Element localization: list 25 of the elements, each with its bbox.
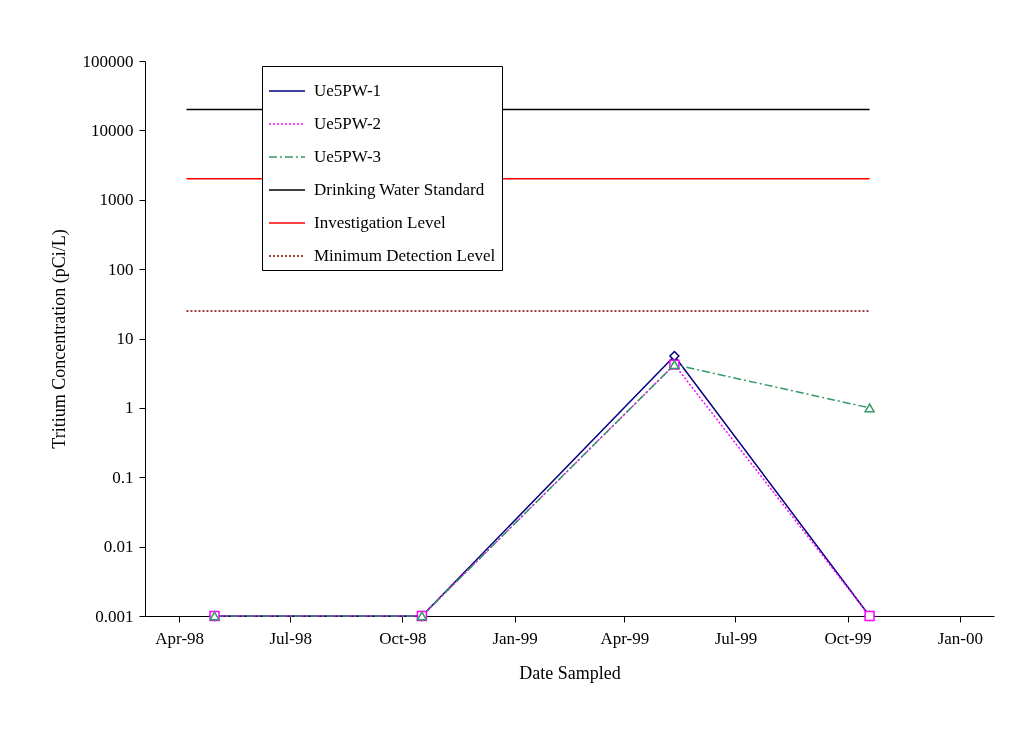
legend-label: Minimum Detection Level (314, 246, 496, 265)
y-tick-label: 1 (125, 398, 134, 418)
x-tick-label: Jan-00 (937, 628, 984, 648)
legend-label: Ue5PW-1 (314, 81, 382, 100)
legend-label: Investigation Level (314, 213, 446, 232)
x-tick-label: Oct-99 (824, 628, 872, 648)
y-tick-label: 10 (116, 329, 134, 348)
x-axis-title: Date Sampled (519, 662, 621, 683)
x-tick-label: Apr-99 (600, 628, 650, 648)
legend-label: Ue5PW-2 (314, 114, 382, 133)
x-tick-label: Oct-98 (379, 628, 427, 648)
y-tick-label: 1000 (99, 190, 134, 210)
y-tick-label: 100000 (82, 51, 134, 71)
legend-label: Ue5PW-3 (314, 147, 382, 166)
x-tick-label: Apr-98 (155, 628, 205, 648)
y-tick-label: 10000 (91, 120, 134, 140)
y-tick-label: 0.001 (95, 606, 134, 626)
y-tick-label: 0.01 (103, 537, 134, 557)
x-tick-label: Jul-99 (714, 628, 758, 648)
x-tick-label: Jan-99 (492, 628, 538, 648)
y-axis-title: Tritium Concentration (pCi/L) (48, 229, 70, 449)
y-tick-label: 100 (108, 259, 134, 279)
legend-label: Drinking Water Standard (314, 180, 485, 199)
y-tick-label: 0.1 (112, 467, 134, 487)
x-tick-label: Jul-98 (269, 628, 312, 648)
